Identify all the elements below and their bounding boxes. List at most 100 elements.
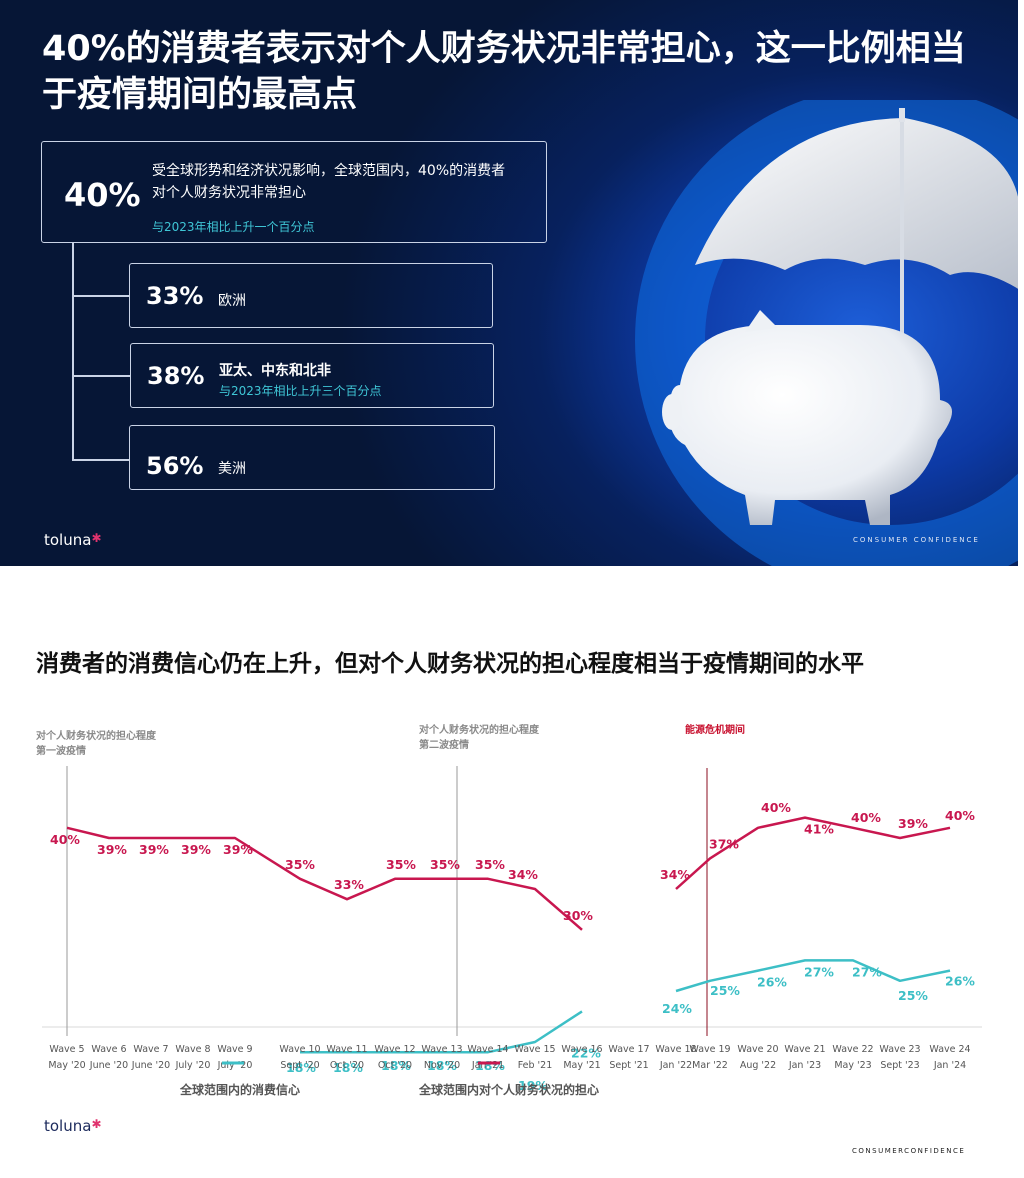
x-tick-wave: Wave 10 (279, 1044, 320, 1055)
data-label: 18% (381, 1058, 411, 1073)
x-tick-date: July '20 (175, 1060, 211, 1071)
series-line (300, 1010, 583, 1054)
data-label: 25% (710, 983, 740, 998)
x-tick-wave: Wave 19 (689, 1044, 730, 1055)
x-tick-date: Sept '21 (609, 1060, 648, 1071)
region-change-note: 与2023年相比上升三个百分点 (219, 384, 382, 398)
data-label: 22% (571, 1045, 601, 1060)
data-label: 18% (333, 1060, 363, 1075)
slide2-title: 消费者的消费信心仍在上升，但对个人财务状况的担心程度相当于疫情期间的水平 (36, 651, 864, 677)
annotation-energy-crisis: 能源危机期间 (685, 723, 745, 736)
toluna-logo: toluna✱ (44, 1117, 102, 1135)
data-label: 37% (709, 836, 739, 851)
data-label: 27% (804, 964, 834, 979)
x-tick-date: Jan '22 (659, 1060, 692, 1071)
x-tick-date: Sept '23 (880, 1060, 919, 1071)
data-label: 35% (430, 857, 460, 872)
global-change-note: 与2023年相比上升一个百分点 (152, 220, 315, 234)
x-tick-date: Nov '20 (424, 1060, 460, 1071)
data-label: 35% (386, 857, 416, 872)
line-chart: 对个人财务状况的担心程度 第一波疫情 对个人财务状况的担心程度 第二波疫情 能源… (36, 723, 982, 1097)
data-label: 27% (852, 964, 882, 979)
x-tick-date: Oct '20 (378, 1060, 412, 1071)
x-tick-wave: Wave 15 (514, 1044, 555, 1055)
data-label: 25% (898, 988, 928, 1003)
region-percent: 38% (147, 362, 205, 390)
x-tick-date: May '23 (834, 1060, 871, 1071)
data-label: 34% (508, 867, 538, 882)
data-label: 24% (662, 1001, 692, 1016)
annotation-second-wave-l1: 对个人财务状况的担心程度 (419, 723, 540, 736)
series-line (66, 826, 583, 931)
region-label: 欧洲 (218, 293, 246, 309)
x-tick-wave: Wave 14 (467, 1044, 508, 1055)
region-label: 美洲 (218, 461, 246, 477)
data-label: 39% (97, 842, 127, 857)
x-tick-wave: Wave 7 (133, 1044, 168, 1055)
toluna-logo: toluna✱ (44, 531, 102, 549)
annotation-second-wave-l2: 第二波疫情 (419, 738, 469, 751)
x-tick-wave: Wave 11 (326, 1044, 367, 1055)
umbrella-piggy-illustration (635, 100, 1018, 566)
data-label: 26% (757, 975, 787, 990)
tree-branch-americas (72, 459, 130, 461)
data-label: 30% (563, 908, 593, 923)
annotation-first-wave-l2: 第一波疫情 (36, 744, 86, 757)
data-label: 39% (139, 842, 169, 857)
region-percent: 56% (146, 452, 204, 480)
data-label: 40% (945, 808, 975, 823)
data-label: 33% (334, 877, 364, 892)
x-tick-date: Oct '20 (330, 1060, 364, 1071)
annotation-first-wave-l1: 对个人财务状况的担心程度 (36, 729, 157, 742)
x-tick-date: Mar '22 (692, 1060, 728, 1071)
region-percent: 33% (146, 282, 204, 310)
data-label: 39% (181, 842, 211, 857)
data-label: 40% (50, 832, 80, 847)
tree-branch-apac (72, 375, 130, 377)
region-box-americas: 56% 美洲 (129, 425, 495, 490)
data-label: 18% (427, 1058, 457, 1073)
data-label: 26% (945, 974, 975, 989)
x-tick-date: May '21 (563, 1060, 600, 1071)
data-label: 35% (475, 857, 505, 872)
x-tick-date: June '20 (89, 1060, 128, 1071)
x-tick-wave: Wave 18 (655, 1044, 696, 1055)
data-label: 41% (804, 822, 834, 837)
x-tick-wave: Wave 5 (49, 1044, 84, 1055)
x-tick-wave: Wave 16 (561, 1044, 602, 1055)
logo-text: toluna (44, 531, 92, 549)
series-line (675, 816, 951, 890)
x-tick-wave: Wave 8 (175, 1044, 210, 1055)
data-label: 18% (286, 1060, 316, 1075)
x-tick-date: July '20 (217, 1060, 253, 1071)
x-tick-date: Jan '24 (933, 1060, 966, 1071)
x-tick-wave: Wave 13 (421, 1044, 462, 1055)
global-percent: 40% (64, 176, 141, 214)
x-tick-date: Sept '20 (280, 1060, 319, 1071)
x-tick-wave: Wave 20 (737, 1044, 778, 1055)
global-stat-box: 40% 受全球形势和经济状况影响，全球范围内，40%的消费者对个人财务状况非常担… (41, 141, 547, 243)
x-tick-date: May '20 (48, 1060, 85, 1071)
tree-branch-europe (72, 295, 130, 297)
x-tick-date: Feb '21 (518, 1060, 553, 1071)
x-tick-date: Jan '21 (471, 1060, 504, 1071)
x-tick-wave: Wave 21 (784, 1044, 825, 1055)
data-label: 40% (761, 800, 791, 815)
legend-label-confidence: 全球范围内的消费信心 (179, 1082, 300, 1097)
footer-consumer-confidence: CONSUMERCONFIDENCE (852, 1147, 966, 1155)
slide-consumer-confidence-chart: 消费者的消费信心仍在上升，但对个人财务状况的担心程度相当于疫情期间的水平 对个人… (0, 598, 1024, 1178)
x-tick-wave: Wave 17 (608, 1044, 649, 1055)
x-tick-wave: Wave 23 (879, 1044, 920, 1055)
data-label: 34% (660, 867, 690, 882)
x-tick-wave: Wave 9 (217, 1044, 252, 1055)
region-box-europe: 33% 欧洲 (129, 263, 493, 328)
logo-text: toluna (44, 1117, 92, 1135)
x-tick-wave: Wave 22 (832, 1044, 873, 1055)
series-line (675, 959, 951, 993)
region-label: 亚太、中东和北非 (219, 363, 331, 379)
x-tick-date: Aug '22 (740, 1060, 776, 1071)
footer-consumer-confidence: CONSUMER CONFIDENCE (853, 536, 980, 544)
x-tick-wave: Wave 12 (374, 1044, 415, 1055)
x-tick-date: Jan '23 (788, 1060, 821, 1071)
slide-financial-concern: 40%的消费者表示对个人财务状况非常担心，这一比例相当于疫情期间的最高点 40%… (0, 0, 1018, 566)
